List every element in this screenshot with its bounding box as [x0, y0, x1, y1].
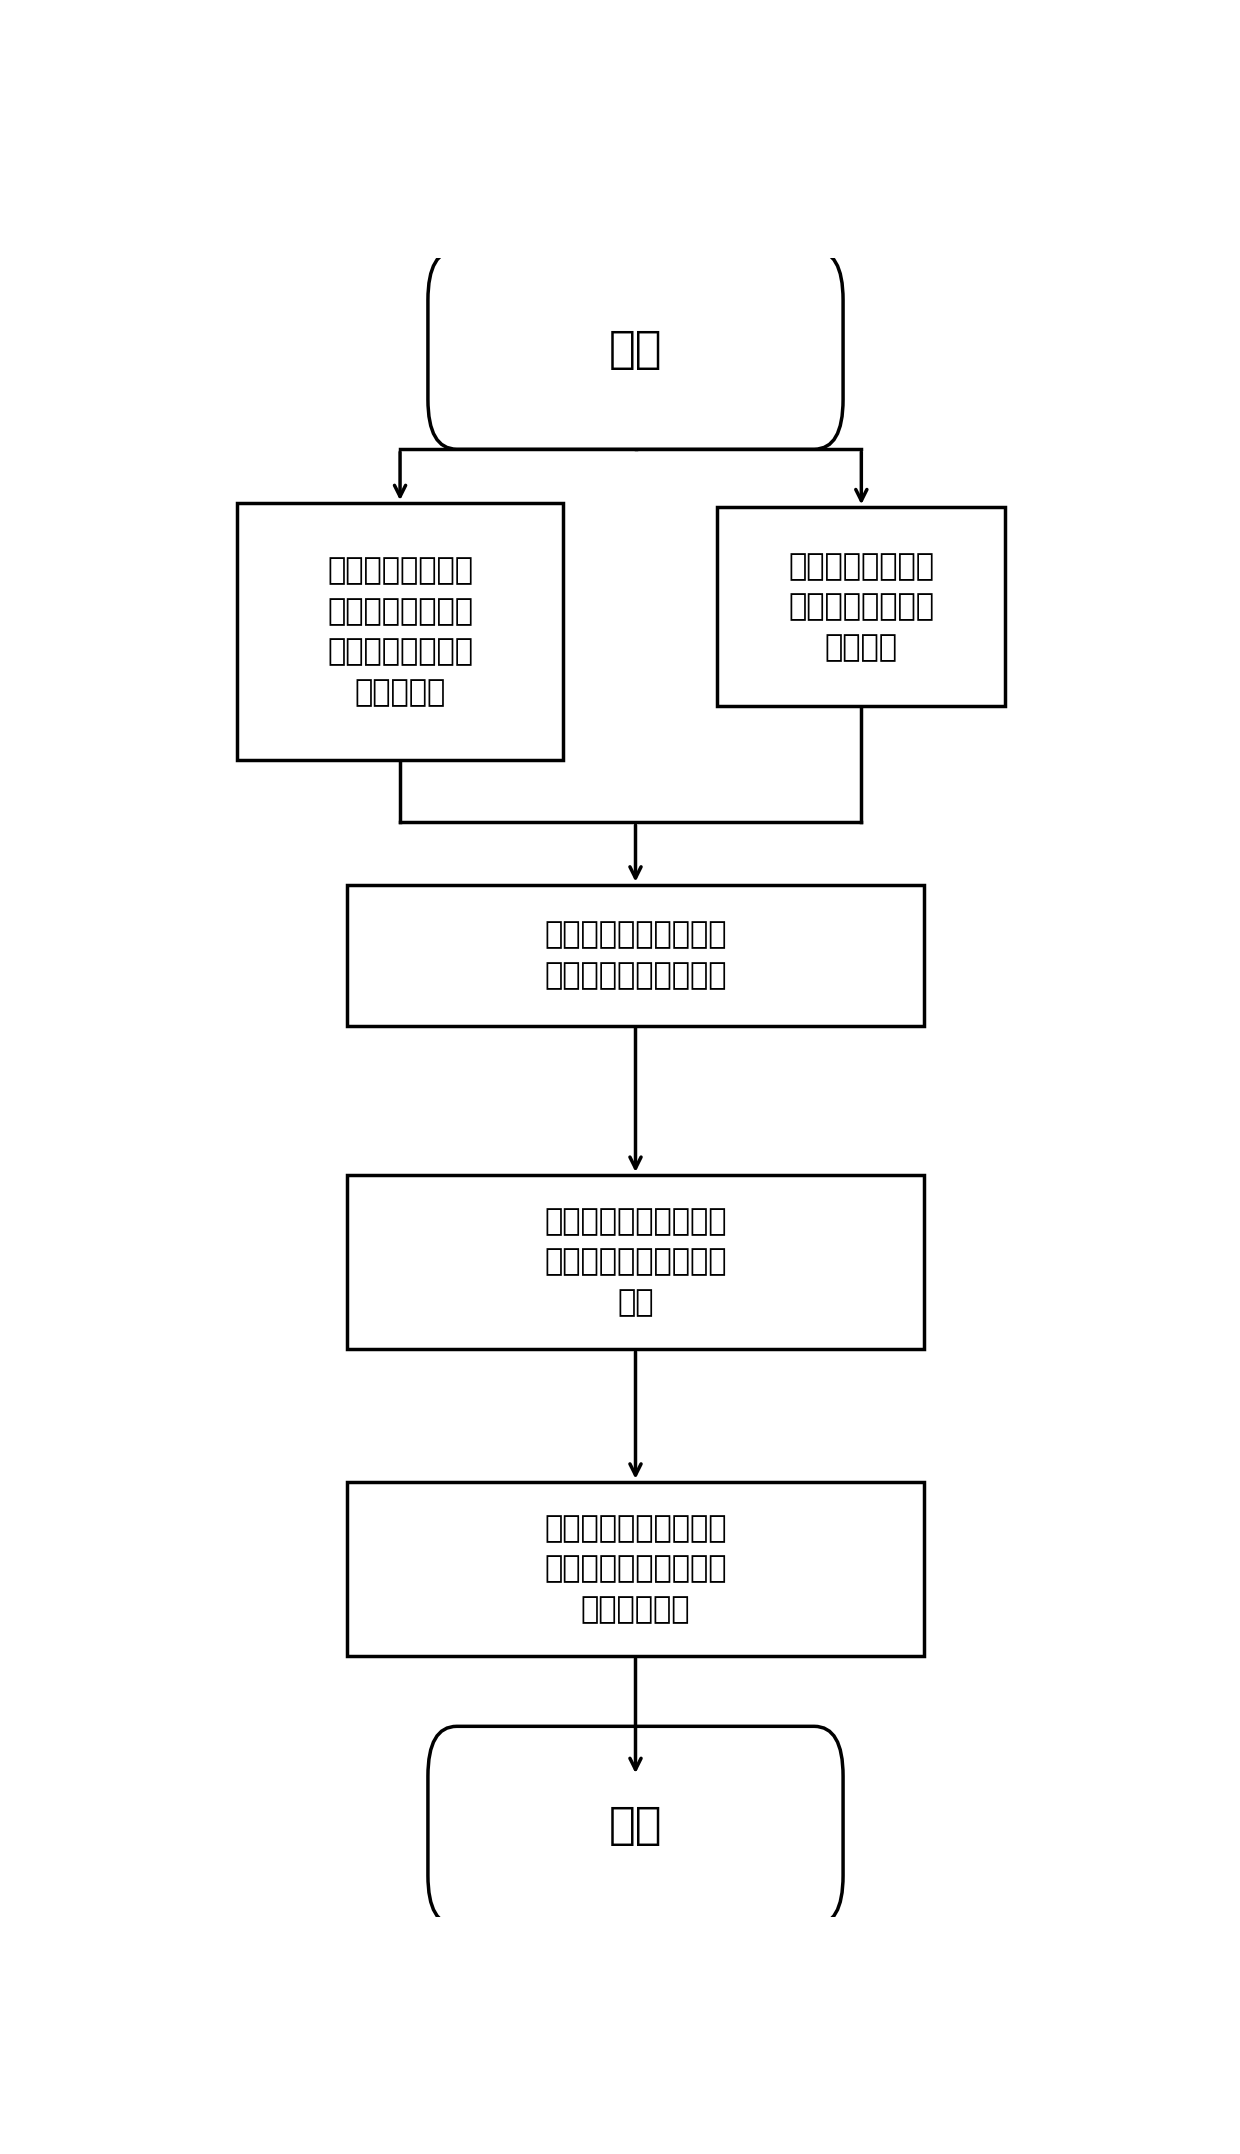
Bar: [717, 508, 1006, 707]
Bar: [237, 504, 563, 760]
FancyBboxPatch shape: [428, 1725, 843, 1926]
FancyBboxPatch shape: [428, 250, 843, 450]
Bar: [347, 1482, 924, 1656]
Text: 开始: 开始: [609, 327, 662, 370]
Text: 引入径向基函数神经网
络来估计系统中非线性
部分: 引入径向基函数神经网 络来估计系统中非线性 部分: [544, 1206, 727, 1316]
Bar: [347, 885, 924, 1025]
Text: 建立具有一般性的
机械臂关节执行器
故障模型: 建立具有一般性的 机械臂关节执行器 故障模型: [789, 551, 934, 661]
Text: 结束: 结束: [609, 1805, 662, 1848]
Text: 基于指定性能建立跟踪
误差的非线性映射模型: 基于指定性能建立跟踪 误差的非线性映射模型: [544, 920, 727, 991]
Text: 建立自由漂浮空间
机械臂抓捕未知物
体后形成的组合体
动力学模型: 建立自由漂浮空间 机械臂抓捕未知物 体后形成的组合体 动力学模型: [327, 556, 472, 707]
Text: 通过反步法设计空间机
械臂的自适应律和自适
应补偿控制器: 通过反步法设计空间机 械臂的自适应律和自适 应补偿控制器: [544, 1514, 727, 1624]
Bar: [347, 1174, 924, 1348]
